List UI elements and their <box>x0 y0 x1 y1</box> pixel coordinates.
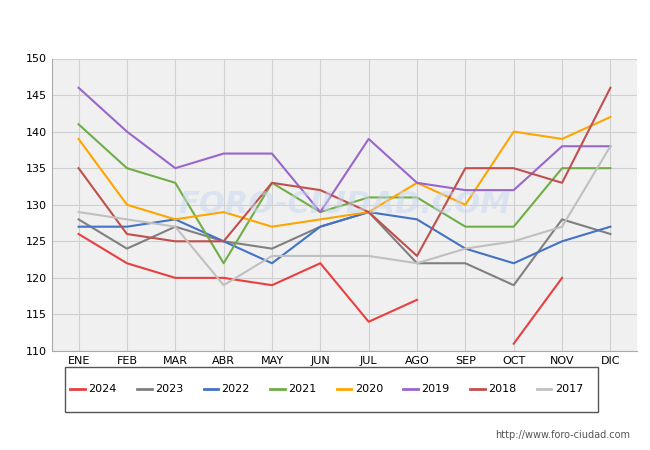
Text: 2017: 2017 <box>554 384 583 394</box>
Text: FORO-CIUDAD.COM: FORO-CIUDAD.COM <box>178 190 511 219</box>
Text: 2019: 2019 <box>421 384 450 394</box>
Text: 2021: 2021 <box>288 384 317 394</box>
Text: 2022: 2022 <box>222 384 250 394</box>
Text: 2018: 2018 <box>488 384 516 394</box>
Text: http://www.foro-ciudad.com: http://www.foro-ciudad.com <box>495 430 630 440</box>
FancyBboxPatch shape <box>65 367 598 412</box>
Text: 2023: 2023 <box>155 384 183 394</box>
Text: Afiliados en Huélago a 30/11/2024: Afiliados en Huélago a 30/11/2024 <box>157 17 493 37</box>
Text: 2020: 2020 <box>355 384 383 394</box>
Text: 2024: 2024 <box>88 384 117 394</box>
